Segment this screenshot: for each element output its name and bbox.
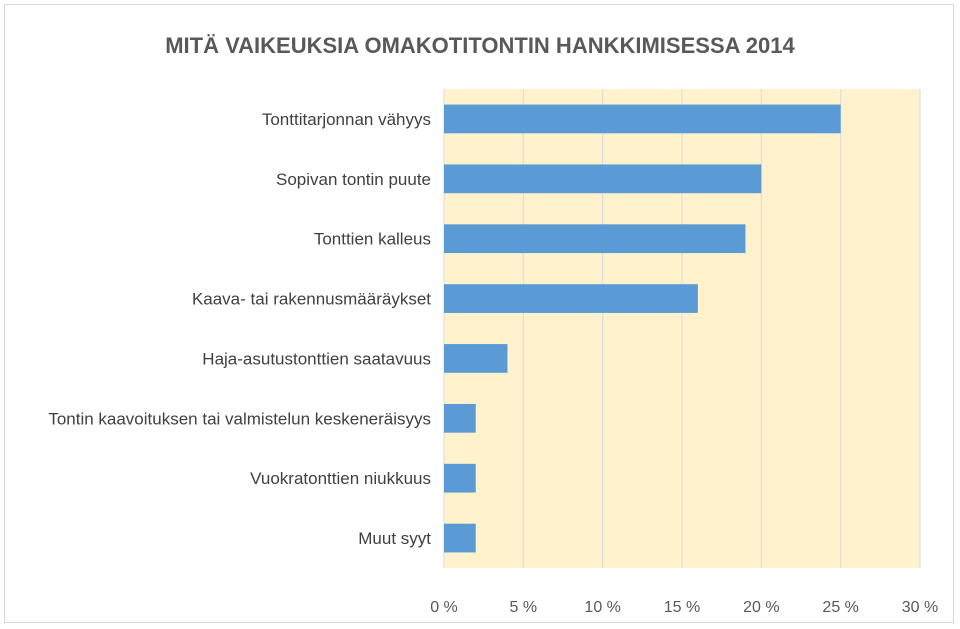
category-label-0: Tonttitarjonnan vähyys bbox=[262, 110, 431, 129]
chart-frame: MITÄ VAIKEUKSIA OMAKOTITONTIN HANKKIMISE… bbox=[4, 4, 954, 623]
plot-area: Tonttitarjonnan vähyys Sopivan tontin puu… bbox=[48, 89, 938, 616]
bar-6 bbox=[444, 463, 476, 493]
x-tick-label-5: 25 % bbox=[822, 599, 858, 616]
bar-2 bbox=[444, 224, 746, 254]
x-tick-label-3: 15 % bbox=[664, 599, 700, 616]
category-label-6: Vuokratonttien niukkuus bbox=[250, 469, 431, 488]
x-tick-label-0: 0 % bbox=[430, 599, 458, 616]
category-label-5: Tontin kaavoituksen tai valmistelun kesk… bbox=[48, 409, 431, 428]
bar-chart: MITÄ VAIKEUKSIA OMAKOTITONTIN HANKKIMISE… bbox=[48, 33, 938, 616]
category-label-7: Muut syyt bbox=[358, 529, 431, 548]
category-label-3: Kaava- tai rakennusmääräykset bbox=[192, 290, 431, 309]
bar-0 bbox=[444, 104, 841, 134]
bar-4 bbox=[444, 344, 508, 373]
bar-5 bbox=[444, 403, 476, 433]
bar-1 bbox=[444, 164, 762, 194]
chart-title: MITÄ VAIKEUKSIA OMAKOTITONTIN HANKKIMISE… bbox=[165, 33, 795, 58]
category-label-4: Haja-asutustonttien saatavuus bbox=[202, 349, 431, 368]
category-label-1: Sopivan tontin puute bbox=[276, 170, 431, 189]
x-tick-label-6: 30 % bbox=[902, 599, 938, 616]
x-tick-label-2: 10 % bbox=[584, 599, 620, 616]
x-tick-label-4: 20 % bbox=[743, 599, 779, 616]
bar-7 bbox=[444, 523, 476, 553]
bar-3 bbox=[444, 284, 698, 313]
category-label-2: Tonttien kalleus bbox=[314, 230, 431, 249]
x-tick-label-1: 5 % bbox=[510, 599, 538, 616]
